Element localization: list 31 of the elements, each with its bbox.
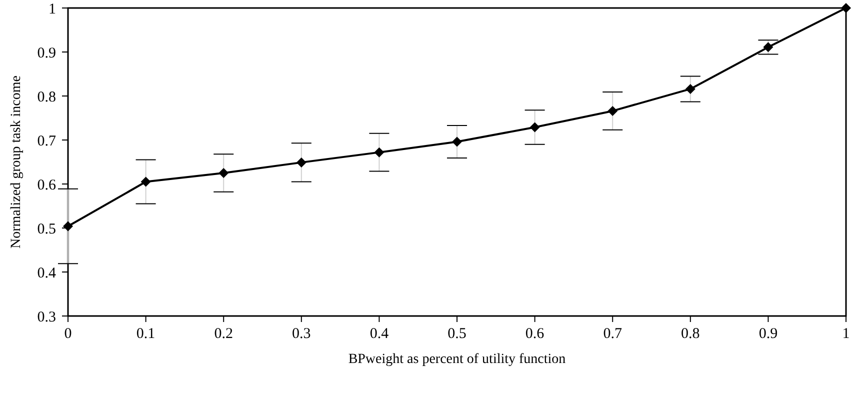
point: [452, 136, 462, 147]
point: [841, 3, 851, 13]
y-axis-title: Normalized group task income: [9, 75, 24, 249]
x-tick-label: 0.5: [448, 326, 466, 342]
y-tick-label: 0.5: [37, 221, 56, 238]
x-tick-label: 0.1: [136, 326, 156, 342]
point: [296, 157, 306, 168]
point: [685, 84, 696, 94]
x-tick-label: 0: [64, 326, 72, 342]
point: [140, 176, 151, 187]
point: [530, 122, 540, 132]
y-tick-label: 0.9: [37, 45, 56, 62]
point: [763, 42, 774, 52]
y-tick-label: 0.8: [37, 89, 56, 106]
y-tick-label: 0.3: [37, 309, 56, 326]
x-tick-label: 0.2: [214, 326, 233, 342]
x-axis-title: BPweight as percent of utility function: [348, 352, 566, 367]
point: [374, 147, 384, 158]
y-tick-label: 0.7: [37, 133, 56, 150]
x-tick-label: 1: [842, 326, 850, 342]
y-tick-label: 0.6: [37, 177, 56, 194]
x-tick-label: 0.7: [603, 326, 622, 342]
x-tick-label: 0.3: [292, 326, 311, 342]
point: [218, 168, 229, 178]
x-tick-label: 0.6: [525, 326, 545, 342]
x-tick-label: 0.9: [758, 326, 778, 342]
point: [608, 106, 618, 116]
x-tick-label: 0.4: [370, 326, 390, 342]
x-tick-label: 0.8: [681, 326, 700, 342]
y-tick-label: 1: [48, 1, 56, 18]
y-tick-label: 0.4: [37, 265, 56, 282]
